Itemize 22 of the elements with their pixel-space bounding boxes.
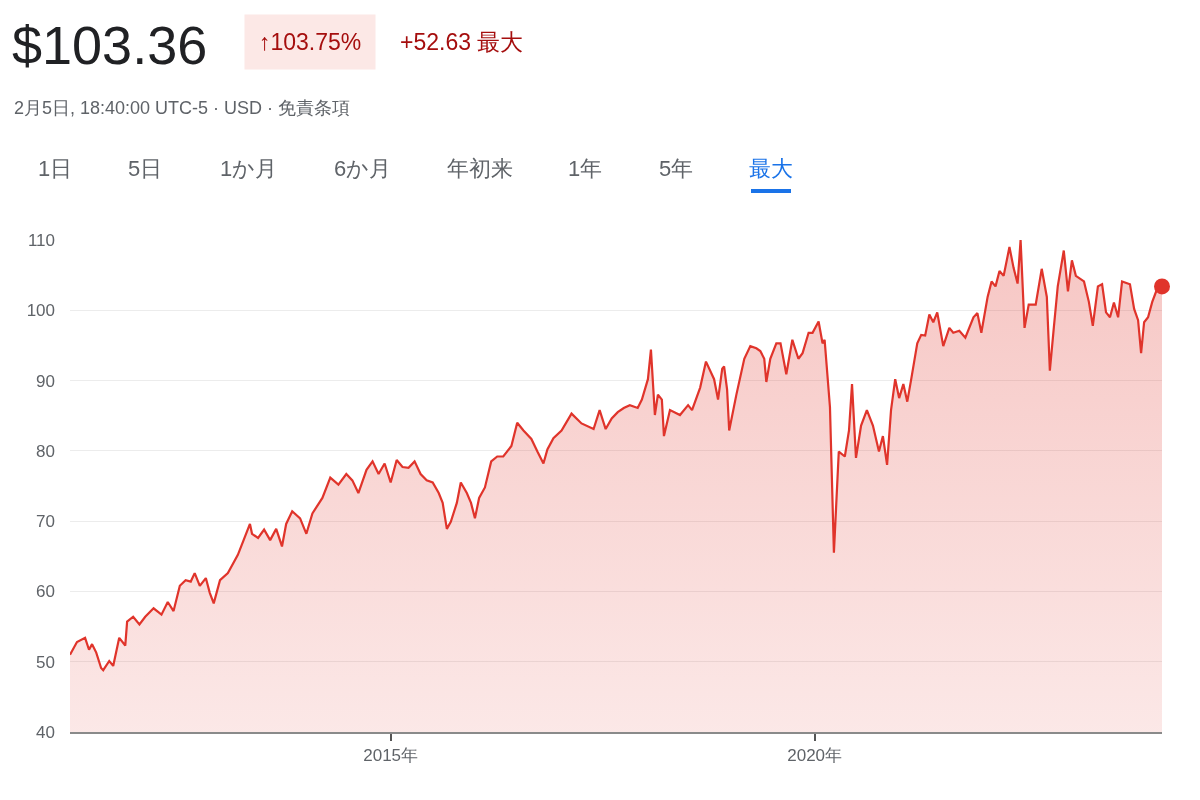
y-tick-label: 80 xyxy=(36,441,55,461)
text: 1か月 xyxy=(220,156,278,181)
text: 年初来 xyxy=(447,156,513,181)
chart-title: $103.36 xyxy=(12,15,208,75)
chart-subtitle: 2月5日, 18:40:00 UTC-5 · USD · 免責条項 xyxy=(14,98,351,118)
text: 6か月 xyxy=(334,156,392,181)
y-tick-label: 110 xyxy=(27,230,55,250)
y-tick-label: 100 xyxy=(26,301,55,321)
text: 5日 xyxy=(128,156,163,181)
y-tick-label: 90 xyxy=(36,371,55,391)
text: ↑103.75% xyxy=(259,29,362,55)
x-tick-label: 2015年 xyxy=(363,746,419,766)
y-tick-label: 70 xyxy=(36,512,55,532)
x-tick-label: 2020年 xyxy=(787,746,843,766)
text: 1日 xyxy=(38,156,73,181)
text: 5年 xyxy=(659,156,694,181)
y-tick-label: 40 xyxy=(36,722,55,742)
text: 1年 xyxy=(568,156,603,181)
text: +52.63 最大 xyxy=(400,29,524,55)
text: 最大 xyxy=(749,156,793,181)
y-tick-label: 50 xyxy=(36,652,55,672)
y-tick-label: 60 xyxy=(36,582,55,602)
